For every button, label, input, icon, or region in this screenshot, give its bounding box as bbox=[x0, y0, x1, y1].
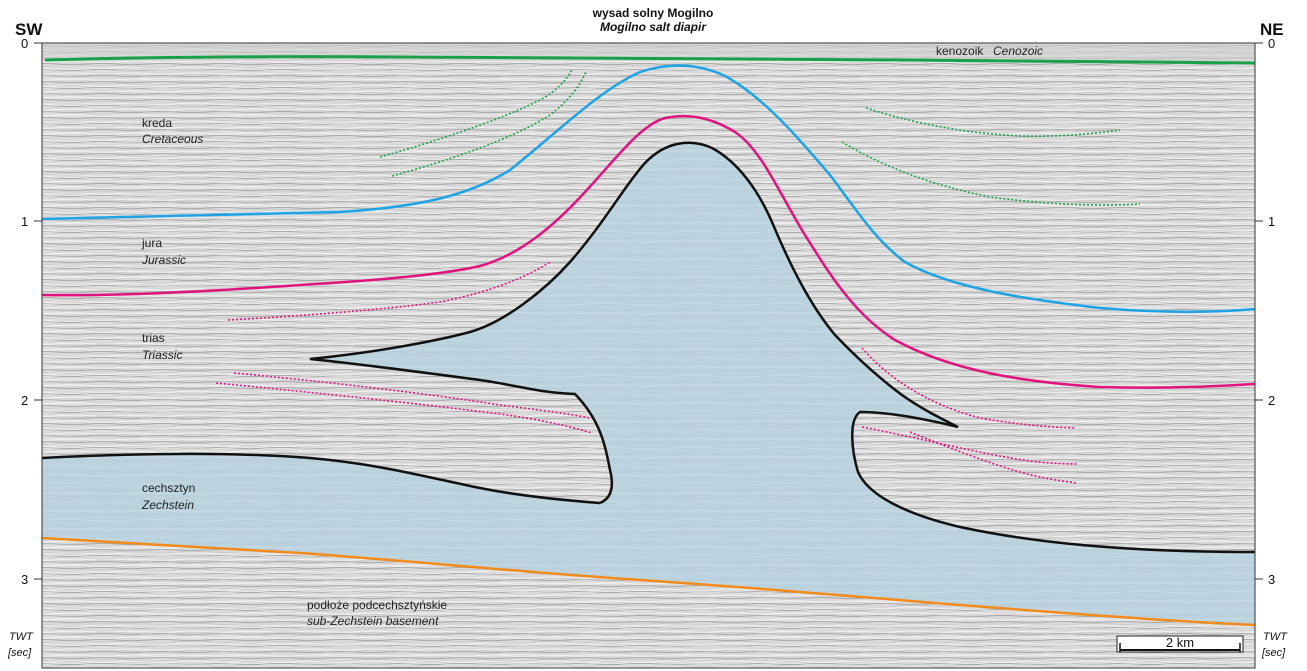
basement-english: sub-Zechstein basement bbox=[307, 614, 439, 628]
plot-frame bbox=[41, 42, 1256, 669]
unit-label-basement: podłoże podcechsztyńskie sub-Zechstein b… bbox=[307, 598, 447, 628]
cenozoic-polish: kenozoik bbox=[936, 44, 984, 58]
left-unit-twt: TWT bbox=[9, 631, 34, 643]
scale-bar: 2 km bbox=[1116, 635, 1244, 653]
right-tick-2: 2 bbox=[1268, 393, 1275, 408]
basement-polish: podłoże podcechsztyńskie bbox=[307, 598, 447, 612]
title-english: Mogilno salt diapir bbox=[600, 20, 707, 34]
unit-label-cretaceous: kreda Cretaceous bbox=[142, 116, 203, 146]
base-cenozoic-horizon bbox=[44, 55, 1255, 65]
salt-outline-diapir bbox=[309, 141, 1255, 554]
cenozoic-english: Cenozoic bbox=[993, 44, 1043, 58]
zechstein-english: Zechstein bbox=[141, 498, 194, 512]
base-jurassic-horizon bbox=[42, 114, 1255, 389]
top-basement-horizon bbox=[42, 536, 1255, 627]
base-cretaceous-horizon bbox=[42, 64, 1255, 314]
jurassic-polish: jura bbox=[141, 236, 162, 250]
side-label-right: NE bbox=[1260, 20, 1284, 39]
cretaceous-english: Cretaceous bbox=[142, 132, 203, 146]
right-unit-sec: [sec] bbox=[1261, 647, 1286, 659]
unit-label-triassic: trias Triassic bbox=[142, 331, 182, 362]
cretaceous-reflectors bbox=[379, 69, 1141, 206]
triassic-polish: trias bbox=[142, 331, 165, 345]
left-tick-3: 3 bbox=[21, 572, 28, 587]
left-unit-sec: [sec] bbox=[7, 647, 32, 659]
right-tick-3: 3 bbox=[1268, 572, 1275, 587]
unit-label-zechstein: cechsztyn Zechstein bbox=[141, 481, 195, 512]
left-tick-0: 0 bbox=[21, 36, 28, 51]
unit-label-jurassic: jura Jurassic bbox=[141, 236, 186, 267]
unit-label-cenozoic: kenozoik Cenozoic bbox=[936, 44, 1043, 58]
right-tick-1: 1 bbox=[1268, 214, 1275, 229]
left-tick-2: 2 bbox=[21, 393, 28, 408]
cretaceous-polish: kreda bbox=[142, 116, 172, 130]
right-tick-0: 0 bbox=[1268, 36, 1275, 51]
side-label-left: SW bbox=[15, 20, 43, 39]
right-unit-twt: TWT bbox=[1263, 631, 1288, 643]
seismic-panel bbox=[42, 43, 1255, 668]
triassic-english: Triassic bbox=[142, 348, 182, 362]
jurassic-english: Jurassic bbox=[141, 253, 186, 267]
triassic-reflectors bbox=[215, 261, 1079, 484]
right-axis: 0 1 2 3 TWT [sec] bbox=[1255, 36, 1288, 659]
scale-bar-label: 2 km bbox=[1166, 635, 1194, 650]
left-tick-1: 1 bbox=[21, 214, 28, 229]
salt-outline-top-zechstein-left bbox=[42, 452, 601, 505]
zechstein-polish: cechsztyn bbox=[142, 481, 195, 495]
left-axis: 0 1 2 3 TWT [sec] bbox=[7, 36, 42, 659]
title-polish: wysad solny Mogilno bbox=[592, 6, 714, 20]
